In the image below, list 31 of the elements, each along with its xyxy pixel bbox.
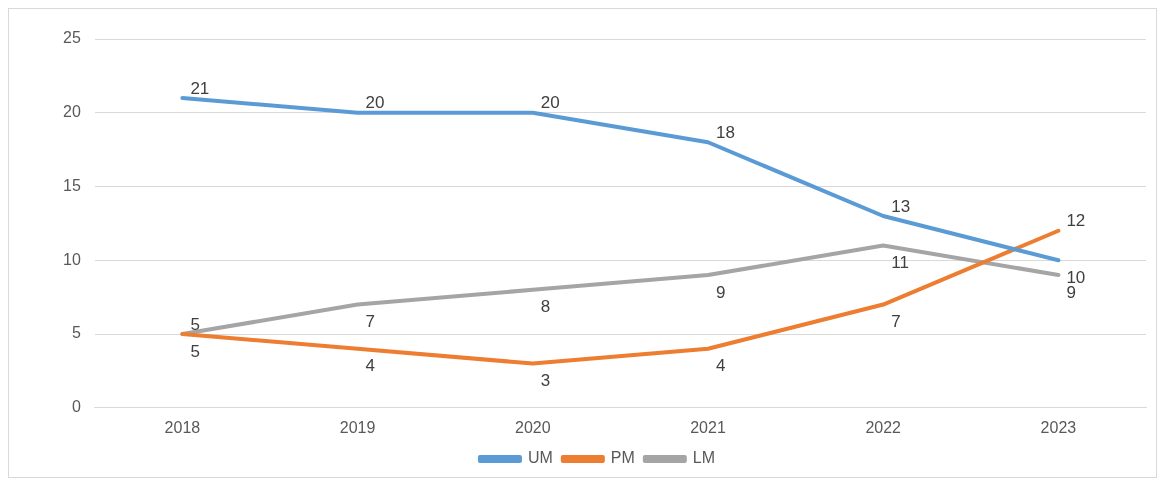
data-label: 20 <box>365 93 385 113</box>
data-label: 7 <box>365 312 376 332</box>
x-tick-label: 2021 <box>690 418 726 436</box>
x-tick-label: 2022 <box>865 418 902 436</box>
data-label: 9 <box>716 282 726 302</box>
y-tick-label: 25 <box>63 29 81 47</box>
y-tick-label: 10 <box>63 250 81 268</box>
data-label: 21 <box>190 78 210 98</box>
legend-label: LM <box>692 449 716 467</box>
data-label: 18 <box>716 122 735 142</box>
data-label: 5 <box>190 341 200 361</box>
data-label: 3 <box>540 371 551 391</box>
x-tick-label: 2023 <box>1040 418 1077 436</box>
data-label: 7 <box>891 312 901 332</box>
data-label: 20 <box>540 93 560 113</box>
y-tick-label: 15 <box>63 176 81 194</box>
x-tick-label: 2018 <box>164 418 201 436</box>
legend-label: UM <box>527 449 553 467</box>
data-label: 4 <box>716 356 726 376</box>
data-label: 8 <box>540 297 551 317</box>
legend-label: PM <box>610 449 635 467</box>
y-tick-label: 20 <box>63 103 81 121</box>
x-tick-label: 2020 <box>515 418 551 436</box>
data-label: 12 <box>1066 211 1086 231</box>
y-tick-label: 5 <box>71 324 81 342</box>
data-label: 5 <box>190 314 200 334</box>
data-label: 4 <box>365 356 376 376</box>
data-label: 13 <box>891 196 911 216</box>
data-label: 11 <box>891 253 909 273</box>
y-tick-label: 0 <box>71 398 81 416</box>
x-tick-label: 2019 <box>339 418 376 436</box>
